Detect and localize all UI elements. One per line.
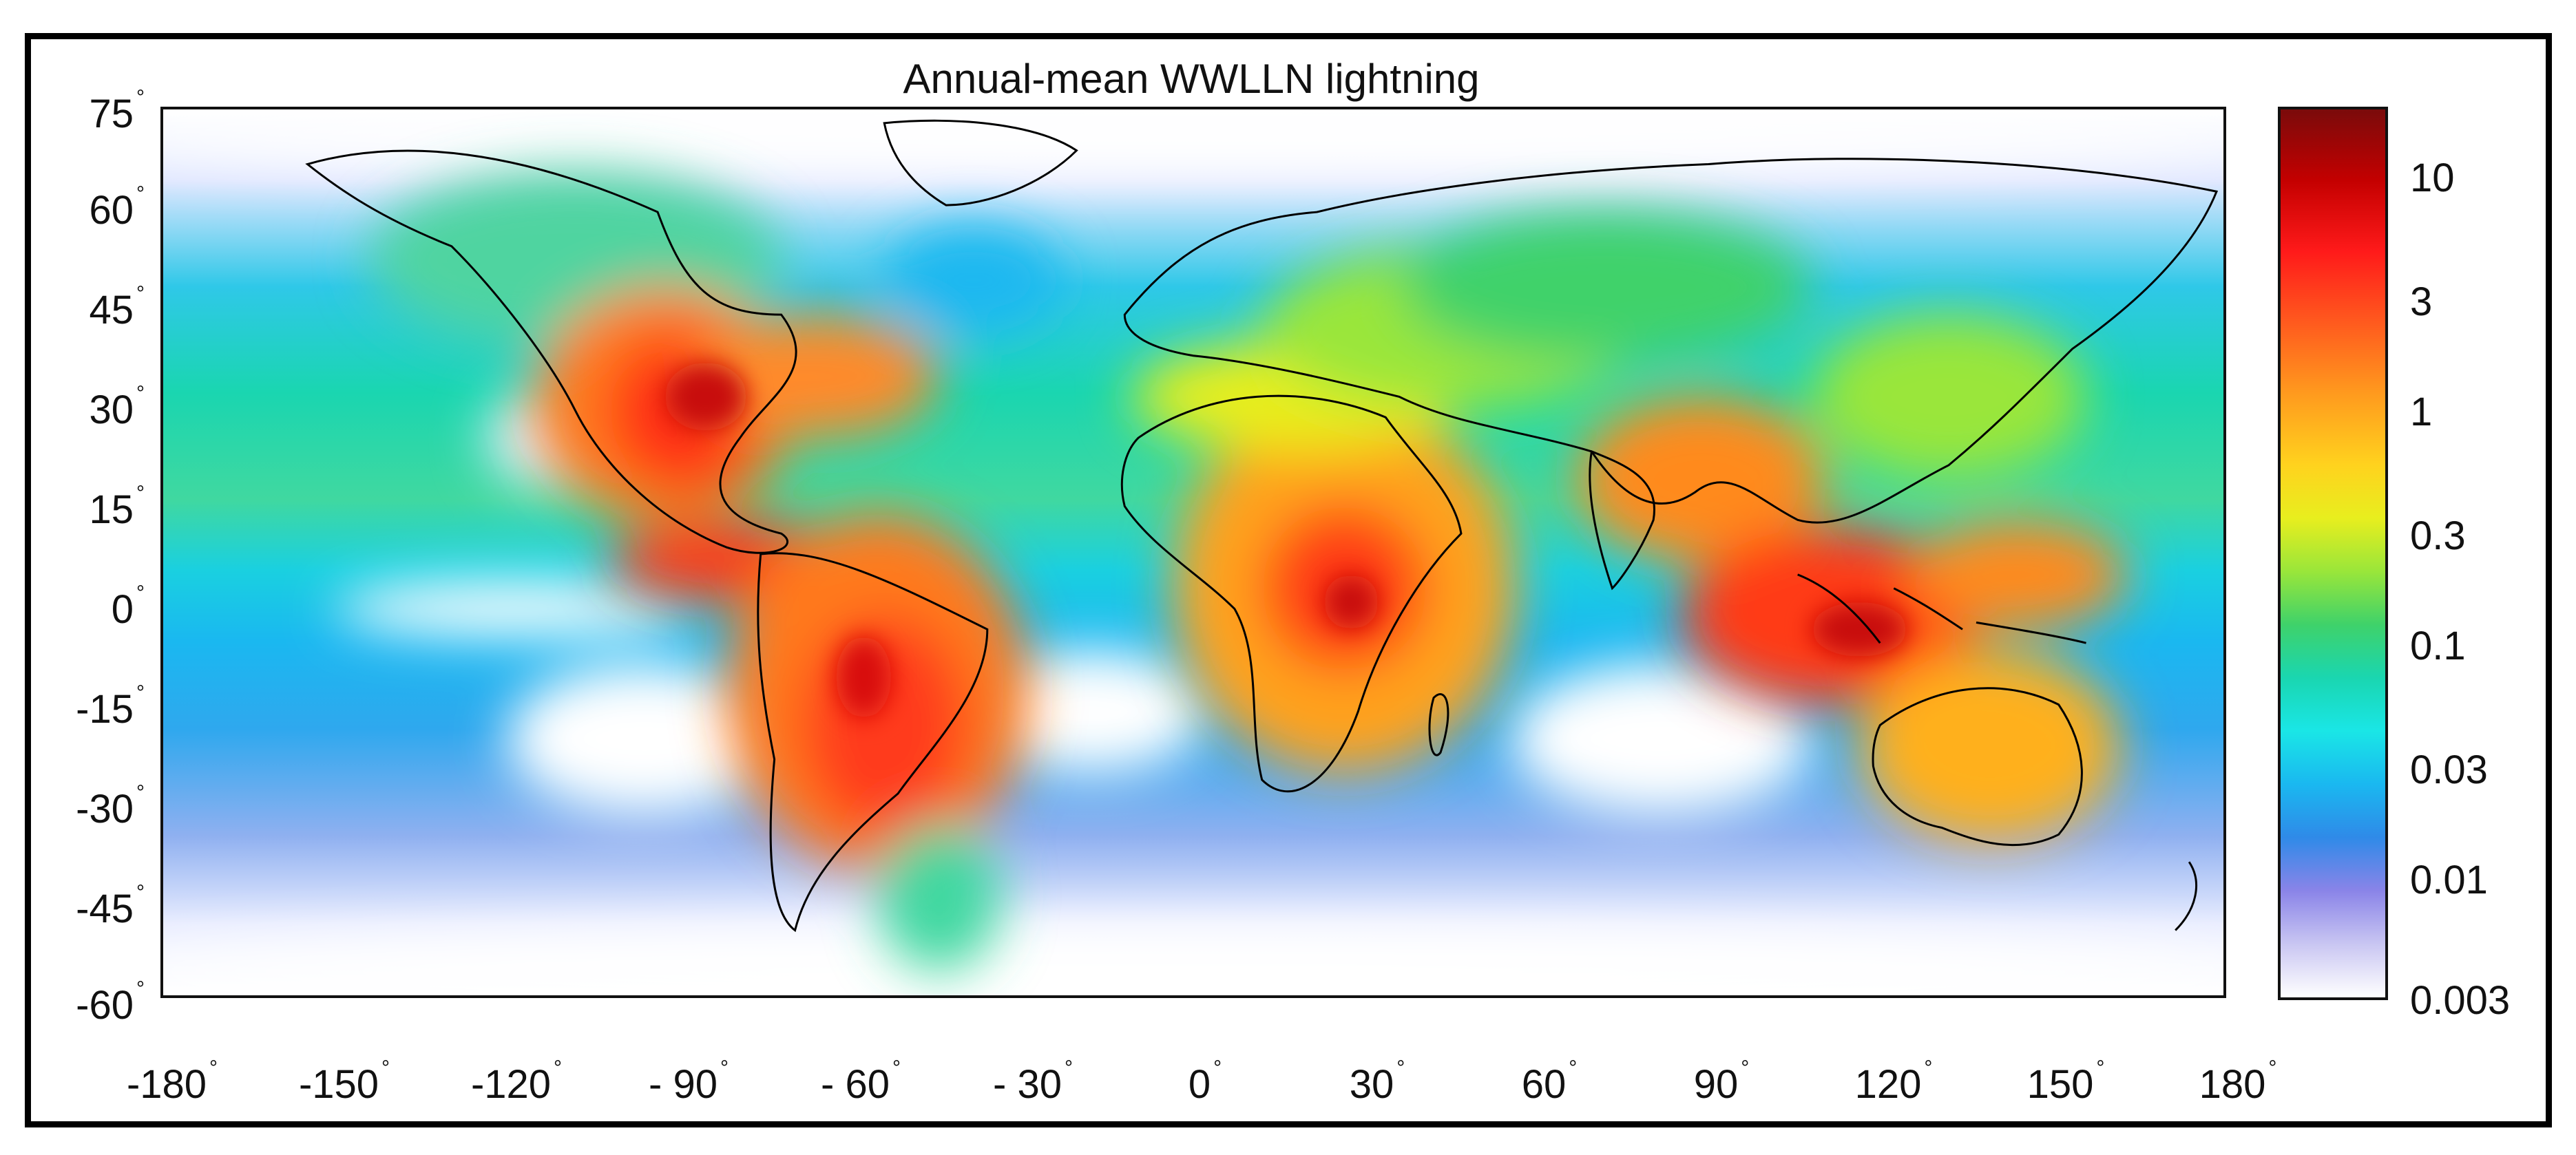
coast-north-america: [305, 149, 797, 554]
map-title: Annual-mean WWLLN lightning: [903, 56, 1480, 102]
colorbar-tick-label: 0.01: [2410, 858, 2488, 902]
y-tick-label: -45 °: [76, 881, 145, 931]
y-tick-label: -60 °: [76, 977, 145, 1028]
colorbar: [2278, 107, 2388, 1000]
y-tick-label: 75 °: [89, 86, 145, 136]
coast-indonesia: [1797, 573, 2086, 644]
y-tick-label: -15 °: [76, 681, 145, 732]
x-tick-label: - 60 °: [821, 1057, 901, 1107]
x-tick-label: 120 °: [1854, 1057, 1933, 1107]
y-tick-label: 0 °: [111, 582, 145, 632]
x-tick-label: 30 °: [1349, 1057, 1405, 1107]
high-activity-regions: [369, 171, 2128, 972]
x-tick-label: 60 °: [1521, 1057, 1578, 1107]
x-tick-label: -150 °: [298, 1057, 390, 1107]
x-tick-label: -120 °: [470, 1057, 563, 1107]
colorbar-tick-label: 0.03: [2410, 748, 2488, 792]
colorbar-tick-label: 10: [2410, 156, 2455, 200]
coast-india: [1589, 449, 1655, 591]
peak-activity-hotspots: [664, 362, 1908, 719]
x-tick-label: 150 °: [2027, 1057, 2105, 1107]
x-tick-label: 180 °: [2199, 1057, 2277, 1107]
colorbar-tick-label: 1: [2410, 390, 2433, 434]
coast-australia: [1872, 687, 2083, 847]
x-tick-label: -180 °: [126, 1057, 218, 1107]
x-tick-label: - 90 °: [649, 1057, 729, 1107]
coast-greenland: [883, 119, 1078, 206]
coast-africa: [1120, 394, 1463, 793]
x-tick-label: 0 °: [1188, 1057, 1222, 1107]
y-tick-label: 30 °: [89, 382, 145, 432]
x-tick-label: 90 °: [1693, 1057, 1750, 1107]
coast-madagascar: [1428, 693, 1449, 756]
y-tick-label: 60 °: [89, 182, 145, 233]
colorbar-tick-label: 0.3: [2410, 513, 2466, 558]
y-tick-label: 45 °: [89, 282, 145, 332]
y-tick-label: -30 °: [76, 781, 145, 831]
coast-south-america: [757, 552, 989, 933]
colorbar-gradient: [2281, 109, 2385, 997]
coast-new-zealand: [2175, 861, 2197, 931]
colorbar-tick-label: 0.1: [2410, 624, 2466, 668]
low-activity-regions: [163, 109, 2223, 995]
lightning-map: [160, 107, 2226, 998]
coastlines: [305, 119, 2219, 933]
coast-eurasia: [1123, 158, 2219, 524]
x-tick-label: - 30 °: [993, 1057, 1073, 1107]
lightning-density-map: [163, 109, 2223, 995]
y-tick-label: 15 °: [89, 482, 145, 532]
colorbar-tick-label: 3: [2410, 279, 2433, 324]
colorbar-tick-label: 0.003: [2410, 978, 2511, 1023]
